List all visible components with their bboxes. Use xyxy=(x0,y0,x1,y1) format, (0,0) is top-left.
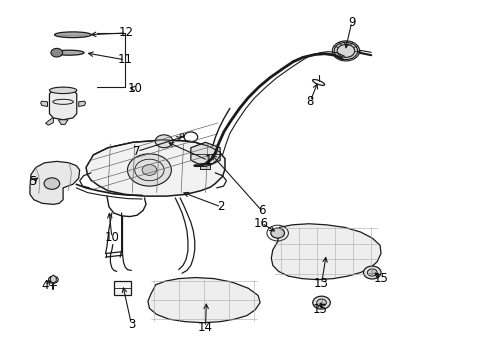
Polygon shape xyxy=(271,224,380,280)
Text: 16: 16 xyxy=(254,216,268,230)
Ellipse shape xyxy=(54,50,84,55)
Text: 4: 4 xyxy=(41,279,49,292)
Text: 15: 15 xyxy=(373,272,387,285)
Text: 13: 13 xyxy=(313,278,328,291)
Text: 9: 9 xyxy=(347,16,355,29)
Ellipse shape xyxy=(49,87,77,94)
Circle shape xyxy=(142,165,157,175)
Text: 5: 5 xyxy=(29,175,36,188)
Polygon shape xyxy=(58,120,68,125)
Text: 15: 15 xyxy=(312,303,327,316)
Circle shape xyxy=(312,296,330,309)
Circle shape xyxy=(366,269,376,276)
Text: 14: 14 xyxy=(198,320,213,333)
Text: 6: 6 xyxy=(257,204,265,217)
Circle shape xyxy=(127,154,171,186)
Polygon shape xyxy=(49,87,77,120)
Polygon shape xyxy=(114,281,131,295)
Polygon shape xyxy=(180,134,183,138)
Circle shape xyxy=(270,228,284,238)
Polygon shape xyxy=(199,164,210,169)
Text: 1: 1 xyxy=(204,154,211,167)
Polygon shape xyxy=(148,278,260,323)
Polygon shape xyxy=(45,117,53,125)
Polygon shape xyxy=(41,101,47,107)
Polygon shape xyxy=(30,161,80,204)
Text: 11: 11 xyxy=(117,53,132,66)
Circle shape xyxy=(44,178,60,189)
Text: 10: 10 xyxy=(127,82,142,95)
Circle shape xyxy=(331,41,359,61)
Polygon shape xyxy=(190,142,220,164)
Polygon shape xyxy=(79,101,85,107)
Text: 8: 8 xyxy=(306,95,313,108)
Text: 2: 2 xyxy=(217,201,224,213)
Polygon shape xyxy=(50,275,56,283)
Polygon shape xyxy=(86,140,224,196)
Text: 7: 7 xyxy=(133,145,141,158)
Circle shape xyxy=(363,266,380,279)
Ellipse shape xyxy=(55,32,91,38)
Circle shape xyxy=(51,48,62,57)
Text: 3: 3 xyxy=(127,318,135,331)
Text: 10: 10 xyxy=(104,231,119,244)
Text: 12: 12 xyxy=(119,27,134,40)
Circle shape xyxy=(48,276,58,283)
Circle shape xyxy=(316,299,326,306)
Circle shape xyxy=(155,135,172,148)
